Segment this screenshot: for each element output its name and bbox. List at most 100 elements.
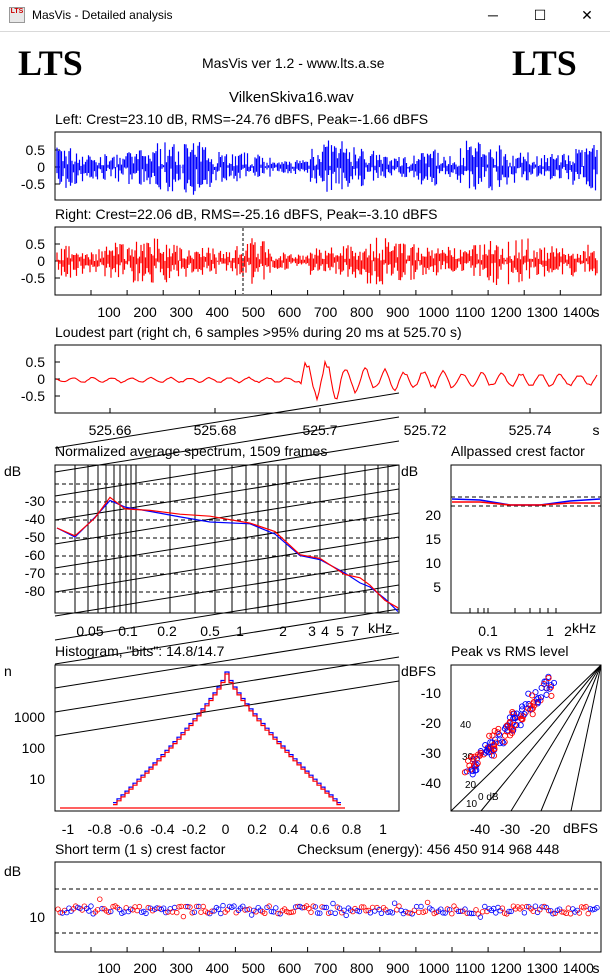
peak-rms-frame <box>450 664 602 812</box>
short-term-point <box>97 896 103 902</box>
right-waveform-ytick: 0 <box>37 253 45 269</box>
short-term-point <box>209 908 215 914</box>
short-term-point <box>363 908 369 914</box>
short-term-point <box>127 906 134 912</box>
peak-rms-point <box>500 740 507 747</box>
minimize-button[interactable]: ─ <box>488 7 498 23</box>
peak-rms-diagonal <box>450 664 602 812</box>
loudest-part-ytick: 0.5 <box>26 354 46 370</box>
time-axis-tick: 700 <box>314 304 338 320</box>
peak-rms-point <box>529 692 536 699</box>
short-term-point <box>372 908 378 914</box>
spectrum-xtick: 0.2 <box>157 623 177 639</box>
peak-rms-point <box>543 691 550 698</box>
short-term-point <box>299 905 305 911</box>
histogram-title: Histogram, "bits": 14.8/14.7 <box>55 643 225 659</box>
spectrum-ytick: -40 <box>25 511 45 527</box>
spectrum-title: Normalized average spectrum, 1509 frames <box>55 443 328 459</box>
allpass-ytick: 5 <box>433 579 441 595</box>
spectrum-xtick: 2 <box>279 623 287 639</box>
short-term-point <box>187 904 193 910</box>
short-term-point <box>451 903 457 909</box>
left-waveform-ytick: -0.5 <box>21 176 45 192</box>
short-term-point <box>523 903 530 910</box>
allpass-xtick: 0.1 <box>478 623 498 639</box>
peak-rms-point <box>517 722 524 729</box>
short-term-point <box>266 903 272 909</box>
histogram-ytick: 10 <box>29 771 45 787</box>
spectrum-slope-line <box>54 464 400 521</box>
right-waveform-signal <box>56 237 598 285</box>
loudest-part-xtick: 525.66 <box>89 422 132 438</box>
short-term-xtick: 300 <box>170 960 194 976</box>
short-term-point <box>185 903 191 910</box>
short-term-point <box>167 906 173 912</box>
close-button[interactable]: ✕ <box>581 7 593 23</box>
peak-rms-point <box>482 742 489 749</box>
short-term-point <box>262 910 268 916</box>
short-term-xtick: 700 <box>314 960 338 976</box>
short-term-point <box>163 909 169 916</box>
time-axis-tick: 1200 <box>491 304 522 320</box>
peak-rms-diagonal <box>540 664 602 812</box>
short-term-xtick: 1000 <box>418 960 449 976</box>
right-waveform-ytick: -0.5 <box>21 270 45 286</box>
spectrum-slope-line <box>54 584 400 641</box>
spectrum-slope-line <box>54 512 400 569</box>
short-term-point <box>189 910 195 916</box>
spectrum-slope-line <box>54 440 400 497</box>
short-term-point <box>215 906 222 912</box>
allpass-title: Allpassed crest factor <box>451 443 585 459</box>
left-waveform-signal <box>56 140 598 195</box>
loudest-part-xtick: 525.68 <box>194 422 237 438</box>
spectrum-xtick: 1 <box>236 623 244 639</box>
histogram-right-curve <box>113 673 341 806</box>
spectrum-xtick: 0.05 <box>76 623 103 639</box>
loudest-part-title: Loudest part (right ch, 6 samples >95% d… <box>55 324 462 340</box>
short-term-point <box>99 905 105 912</box>
short-term-point <box>160 905 167 911</box>
spectrum-slope-line <box>54 416 400 473</box>
short-term-xtick: 1200 <box>491 960 522 976</box>
spectrum-ytick: -50 <box>25 529 45 545</box>
peak-rms-xtick: -40 <box>470 821 490 837</box>
short-term-point <box>88 903 94 909</box>
short-term-point <box>191 909 198 915</box>
peak-rms-diagonal-label: 10 <box>466 799 478 810</box>
spectrum-frame <box>54 464 400 614</box>
short-term-point <box>343 912 349 919</box>
short-term-xtick: 800 <box>350 960 374 976</box>
peak-rms-point <box>469 755 477 762</box>
short-term-point <box>308 909 314 915</box>
peak-rms-point <box>519 716 526 723</box>
histogram-xtick: 0.8 <box>342 821 362 837</box>
peak-rms-point <box>511 714 518 721</box>
short-term-point <box>341 907 347 913</box>
spectrum-left-curve <box>56 499 399 613</box>
peak-rms-diagonal-label: 40 <box>460 720 472 731</box>
peak-rms-ytick: -20 <box>421 715 441 731</box>
short-term-xtick: 1300 <box>527 960 558 976</box>
short-term-x-unit: s <box>593 960 600 976</box>
short-term-point <box>169 909 176 915</box>
peak-rms-point <box>550 679 558 686</box>
short-term-point <box>57 909 63 916</box>
peak-rms-point <box>521 711 528 718</box>
peak-rms-title: Peak vs RMS level <box>451 643 569 659</box>
allpass-y-unit: dB <box>401 463 419 479</box>
spectrum-ytick: -60 <box>25 547 45 563</box>
short-term-point <box>330 900 336 907</box>
peak-rms-point <box>486 732 493 739</box>
short-term-point <box>358 904 365 910</box>
spectrum-slope-line <box>54 656 400 713</box>
peak-rms-diagonal <box>510 664 602 812</box>
peak-rms-ytick: -10 <box>421 685 441 701</box>
short-term-xtick: 900 <box>386 960 410 976</box>
short-term-point <box>198 909 204 915</box>
histogram-frame <box>54 664 400 812</box>
maximize-button[interactable]: ☐ <box>533 7 547 23</box>
spectrum-slope-line <box>54 608 400 665</box>
lts-logo-right: LTS <box>512 43 577 83</box>
window-titlebar[interactable]: LTS MasVis - Detailed analysis ─ ☐ ✕ <box>0 0 610 32</box>
